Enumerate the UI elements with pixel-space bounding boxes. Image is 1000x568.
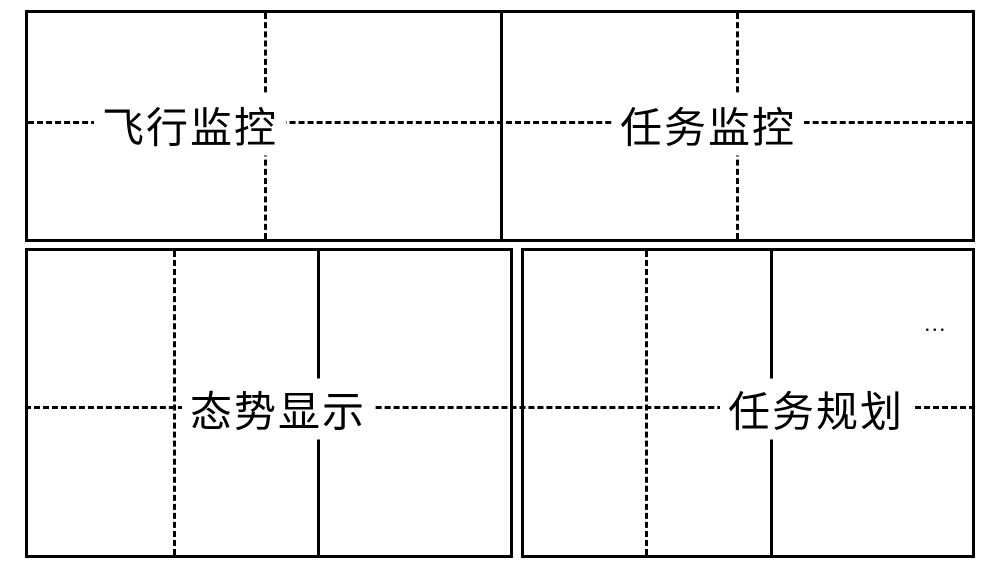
mission-planning-label: 任务规划 <box>720 379 912 440</box>
situation-display-label: 态势显示 <box>182 379 374 440</box>
top-vertical-divider <box>500 13 503 239</box>
bottom-right-box: 任务规划 ... <box>521 248 975 558</box>
top-row: 飞行监控 任务监控 <box>25 10 975 242</box>
bottom-row: 态势显示 任务规划 ... <box>25 248 975 558</box>
bottom-left-vertical-dash <box>173 251 176 555</box>
flight-monitoring-label: 飞行监控 <box>94 95 286 156</box>
bottom-left-box: 态势显示 <box>25 248 513 558</box>
ellipsis-text: ... <box>925 311 948 337</box>
quadrant-diagram: 飞行监控 任务监控 态势显示 任务规划 ... <box>25 10 975 558</box>
mission-monitoring-label: 任务监控 <box>612 95 804 156</box>
bottom-right-vertical-dash <box>645 251 648 555</box>
